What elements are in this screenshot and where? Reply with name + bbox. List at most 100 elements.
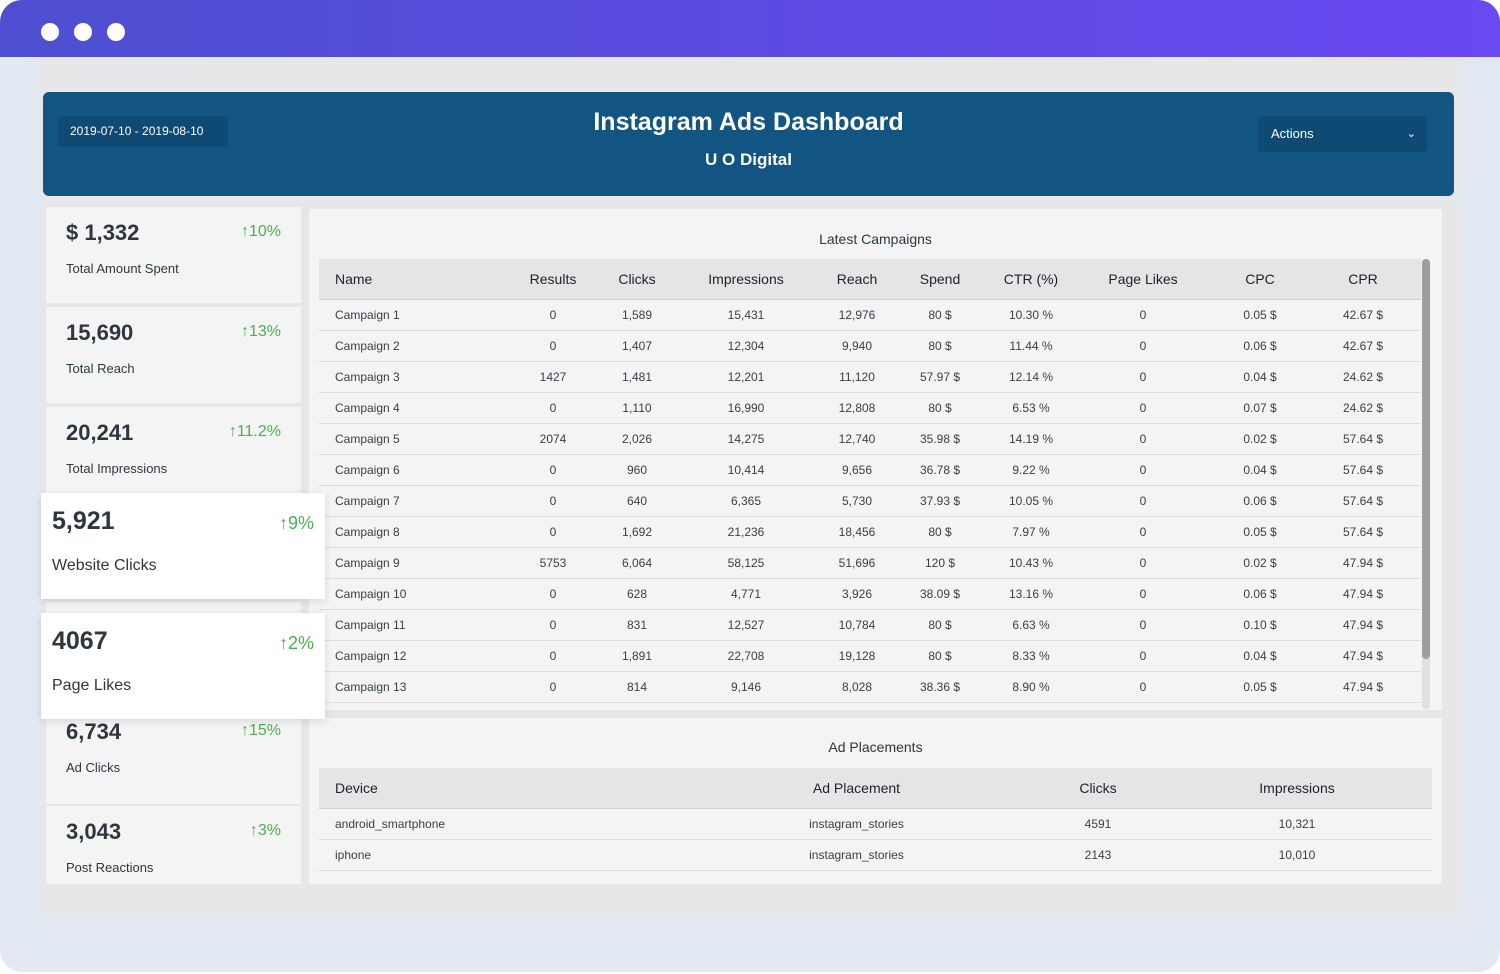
column-header[interactable]: Clicks	[1034, 768, 1162, 809]
placements-table: Device Ad Placement Clicks Impressions a…	[319, 768, 1432, 871]
table-cell: 640	[607, 485, 667, 517]
column-header[interactable]: CPC	[1215, 259, 1305, 300]
table-row[interactable]: Campaign 4 0 1,110 16,990 12,808 80 $6.53 % 0 0…	[319, 392, 1421, 424]
table-cell: 814	[607, 671, 667, 703]
table-cell: 42.67 $	[1305, 330, 1421, 362]
table-cell: 80 $	[889, 330, 991, 362]
kpi-card-spacer	[46, 602, 301, 614]
table-row[interactable]: iphone instagram_stories 2143 10,010	[319, 839, 1432, 871]
table-cell: 0	[499, 454, 607, 486]
column-header[interactable]: Device	[319, 768, 679, 809]
table-cell: 0	[1071, 578, 1215, 610]
kpi-change: ↑2%	[278, 633, 314, 653]
scrollbar-thumb[interactable]	[1422, 259, 1430, 659]
kpi-card-highlighted[interactable]: 5,921 ↑9% Website Clicks	[41, 493, 325, 599]
table-row[interactable]: Campaign 9 5753 6,064 58,125 51,696 120 $10.4…	[319, 547, 1421, 579]
table-row[interactable]: Campaign 10 0 628 4,771 3,926 38.09 $13.16 % 0…	[319, 578, 1421, 610]
table-cell: 12,304	[667, 330, 825, 362]
table-cell: 1,891	[607, 640, 667, 672]
table-header-row: Device Ad Placement Clicks Impressions	[319, 768, 1432, 809]
kpi-change: ↑3%	[249, 822, 281, 839]
table-cell: Campaign 12	[319, 640, 499, 672]
window-dot-icon[interactable]	[41, 23, 59, 41]
kpi-card-highlighted[interactable]: 4067 ↑2% Page Likes	[41, 613, 325, 719]
kpi-card: 6,734 ↑15% Ad Clicks	[46, 706, 301, 804]
table-cell: 12,527	[667, 609, 825, 641]
column-header[interactable]: Spend	[889, 259, 991, 300]
table-cell: 6.63 %	[991, 609, 1071, 641]
table-cell: 0.05 $	[1215, 516, 1305, 548]
panel-title: Latest Campaigns	[819, 231, 932, 247]
table-row[interactable]: Campaign 1 0 1,589 15,431 12,976 80 $10.30 % 0…	[319, 299, 1421, 331]
table-cell: 9,940	[825, 330, 889, 362]
table-cell: Campaign 4	[319, 392, 499, 424]
table-cell: 21,236	[667, 516, 825, 548]
column-header[interactable]: Page Likes	[1071, 259, 1215, 300]
actions-label: Actions	[1271, 126, 1314, 141]
table-cell: 38.36 $	[889, 671, 991, 703]
table-row[interactable]: Campaign 8 0 1,692 21,236 18,456 80 $7.97 % 0 0…	[319, 516, 1421, 548]
date-range-picker[interactable]: 2019-07-10 - 2019-08-10	[58, 116, 228, 147]
column-header[interactable]: Results	[499, 259, 607, 300]
page-title: Instagram Ads Dashboard	[593, 108, 904, 136]
table-cell: Campaign 10	[319, 578, 499, 610]
window-dot-icon[interactable]	[74, 23, 92, 41]
table-cell: 0.07 $	[1215, 392, 1305, 424]
table-cell: 24.62 $	[1305, 392, 1421, 424]
table-cell: 9,146	[667, 671, 825, 703]
column-header[interactable]: Clicks	[607, 259, 667, 300]
kpi-label: Total Impressions	[66, 461, 168, 476]
table-cell: 0	[1071, 392, 1215, 424]
table-cell: 10.30 %	[991, 299, 1071, 331]
table-row[interactable]: Campaign 2 0 1,407 12,304 9,940 80 $11.44 % 0 0…	[319, 330, 1421, 362]
table-row[interactable]: Campaign 12 0 1,891 22,708 19,128 80 $8.33 % 0…	[319, 640, 1421, 672]
kpi-label: Total Amount Spent	[66, 261, 179, 276]
window-dot-icon[interactable]	[107, 23, 125, 41]
table-row[interactable]: Campaign 6 0 960 10,414 9,656 36.78 $9.22 % 0 0…	[319, 454, 1421, 486]
table-cell: 0.10 $	[1215, 609, 1305, 641]
table-row[interactable]: Campaign 3 1427 1,481 12,201 11,120 57.97 $12…	[319, 361, 1421, 393]
table-cell: 11.44 %	[991, 330, 1071, 362]
table-row[interactable]: android_smartphone instagram_stories 4591 1…	[319, 808, 1432, 840]
kpi-value: 4067	[52, 627, 108, 655]
table-row[interactable]: Campaign 5 2074 2,026 14,275 12,740 35.98 $14…	[319, 423, 1421, 455]
table-scrollbar[interactable]	[1422, 259, 1430, 709]
table-cell: 0	[499, 330, 607, 362]
table-cell: 80 $	[889, 392, 991, 424]
column-header[interactable]: CPR	[1305, 259, 1421, 300]
table-cell: 18,456	[825, 516, 889, 548]
column-header[interactable]: Impressions	[1162, 768, 1432, 809]
table-cell: Campaign 8	[319, 516, 499, 548]
table-cell: Campaign 5	[319, 423, 499, 455]
actions-dropdown[interactable]: Actions ⌄	[1258, 116, 1427, 152]
table-cell: 0.05 $	[1215, 299, 1305, 331]
table-cell: 628	[607, 578, 667, 610]
table-cell: 1427	[499, 361, 607, 393]
column-header[interactable]: Impressions	[667, 259, 825, 300]
table-cell: 2074	[499, 423, 607, 455]
table-cell: 24.62 $	[1305, 361, 1421, 393]
table-cell: 42.67 $	[1305, 299, 1421, 331]
kpi-value: 5,921	[52, 507, 115, 535]
kpi-change: ↑9%	[278, 513, 314, 533]
table-row[interactable]: Campaign 7 0 640 6,365 5,730 37.93 $10.05 % 0 0…	[319, 485, 1421, 517]
table-cell: 0.06 $	[1215, 330, 1305, 362]
kpi-change: ↑11.2%	[228, 423, 281, 440]
table-row[interactable]: Campaign 13 0 814 9,146 8,028 38.36 $8.90 % 0 0…	[319, 671, 1421, 703]
table-cell: 14.19 %	[991, 423, 1071, 455]
table-cell: 51,696	[825, 547, 889, 579]
table-cell: 1,110	[607, 392, 667, 424]
column-header[interactable]: CTR (%)	[991, 259, 1071, 300]
table-cell: 1,407	[607, 330, 667, 362]
column-header[interactable]: Ad Placement	[679, 768, 1034, 809]
table-cell: 0	[499, 299, 607, 331]
table-cell: 0.05 $	[1215, 671, 1305, 703]
table-cell: 47.94 $	[1305, 578, 1421, 610]
table-cell: 47.94 $	[1305, 547, 1421, 579]
table-cell: 8.33 %	[991, 640, 1071, 672]
column-header[interactable]: Reach	[825, 259, 889, 300]
table-cell: 0.02 $	[1215, 423, 1305, 455]
column-header[interactable]: Name	[319, 259, 499, 300]
kpi-label: Post Reactions	[66, 860, 154, 875]
table-row[interactable]: Campaign 11 0 831 12,527 10,784 80 $6.63 % 0 0.…	[319, 609, 1421, 641]
